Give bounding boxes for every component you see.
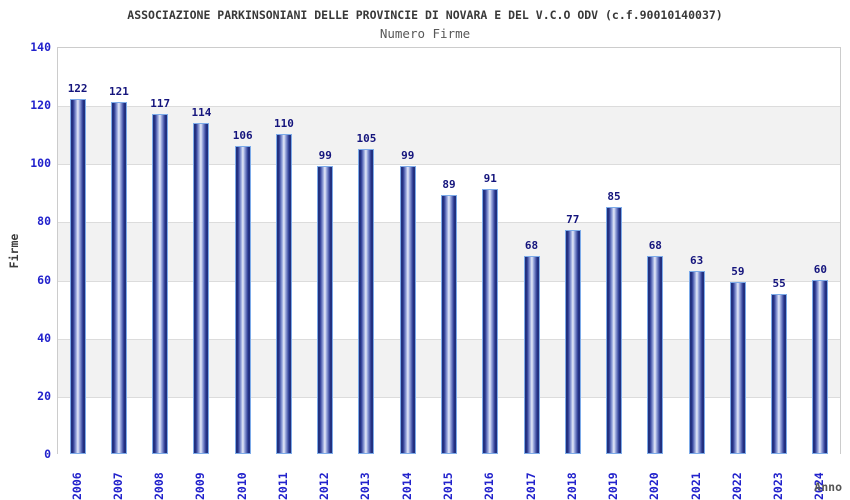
y-tick-label: 60: [37, 272, 51, 287]
x-tick-label: 2008: [152, 472, 167, 500]
bar-2023: [771, 294, 788, 454]
bar-2015: [441, 195, 457, 454]
plot-band: [58, 106, 840, 165]
bar-value-label: 99: [318, 149, 332, 163]
x-tick-label: 2012: [317, 472, 332, 500]
bar-2017: [523, 256, 540, 454]
x-tick-label: 2007: [110, 472, 125, 500]
chart-title: ASSOCIAZIONE PARKINSONIANI DELLE PROVINC…: [127, 8, 723, 22]
bar-value-label: 63: [689, 253, 704, 267]
bar-value-label: 85: [607, 189, 621, 203]
bar-2007: [110, 102, 127, 454]
bar-value-label: 122: [67, 82, 88, 96]
x-tick-label: 2013: [358, 472, 373, 500]
bar-2014: [399, 166, 416, 454]
y-tick-label: 120: [30, 98, 51, 113]
bar-2016: [482, 189, 499, 454]
bar-value-label: 77: [566, 213, 580, 227]
bar-value-label: 89: [442, 178, 456, 192]
bar-2008: [152, 113, 169, 454]
x-tick-label: 2017: [523, 472, 538, 500]
bar-2009: [193, 122, 210, 454]
bar-value-label: 106: [232, 128, 253, 142]
bar-value-label: 121: [108, 85, 129, 99]
bar-value-label: 99: [401, 149, 415, 163]
y-tick-label: 20: [37, 388, 51, 403]
x-tick-label: 2016: [482, 472, 497, 500]
bar-2012: [317, 166, 334, 454]
x-tick-label: 2014: [399, 472, 414, 500]
plot-area: [57, 47, 841, 455]
y-tick-label: 100: [30, 156, 51, 171]
x-tick-label: 2019: [606, 472, 621, 500]
bar-value-label: 60: [813, 262, 827, 276]
x-tick-label: 2018: [564, 472, 579, 500]
x-tick-label: 2011: [275, 472, 290, 500]
bar-value-label: 105: [356, 131, 377, 145]
bar-2020: [647, 256, 664, 454]
bar-2021: [688, 270, 705, 454]
bar-2013: [358, 148, 375, 454]
bar-2011: [275, 134, 292, 454]
x-tick-label: 2020: [647, 472, 662, 500]
x-tick-label: 2010: [234, 472, 249, 500]
bar-value-label: 114: [191, 105, 212, 119]
x-axis-title: Anno: [814, 480, 842, 494]
chart-subtitle: Numero Firme: [379, 26, 471, 41]
y-tick-label: 0: [44, 447, 51, 461]
y-tick-label: 40: [37, 330, 51, 345]
bar-2022: [729, 282, 746, 454]
y-tick-label: 80: [37, 214, 51, 229]
plot-band: [58, 48, 840, 107]
bar-value-label: 117: [150, 96, 171, 110]
bar-2019: [606, 206, 623, 454]
bar-2006: [69, 99, 86, 454]
x-tick-label: 2021: [688, 472, 703, 500]
bar-value-label: 68: [524, 239, 539, 253]
bar-value-label: 91: [483, 172, 497, 186]
bar-value-label: 68: [648, 239, 662, 253]
x-tick-label: 2006: [69, 472, 84, 500]
gridline: [58, 106, 840, 108]
bar-value-label: 55: [772, 277, 786, 291]
y-tick-label: 140: [30, 40, 51, 54]
bar-value-label: 59: [731, 265, 745, 279]
bar-value-label: 110: [274, 117, 294, 131]
x-tick-label: 2015: [441, 472, 455, 500]
bar-2010: [234, 145, 251, 454]
bar-2024: [812, 279, 829, 454]
gridline: [58, 164, 840, 166]
x-tick-label: 2009: [193, 472, 208, 500]
bar-2018: [564, 230, 581, 454]
